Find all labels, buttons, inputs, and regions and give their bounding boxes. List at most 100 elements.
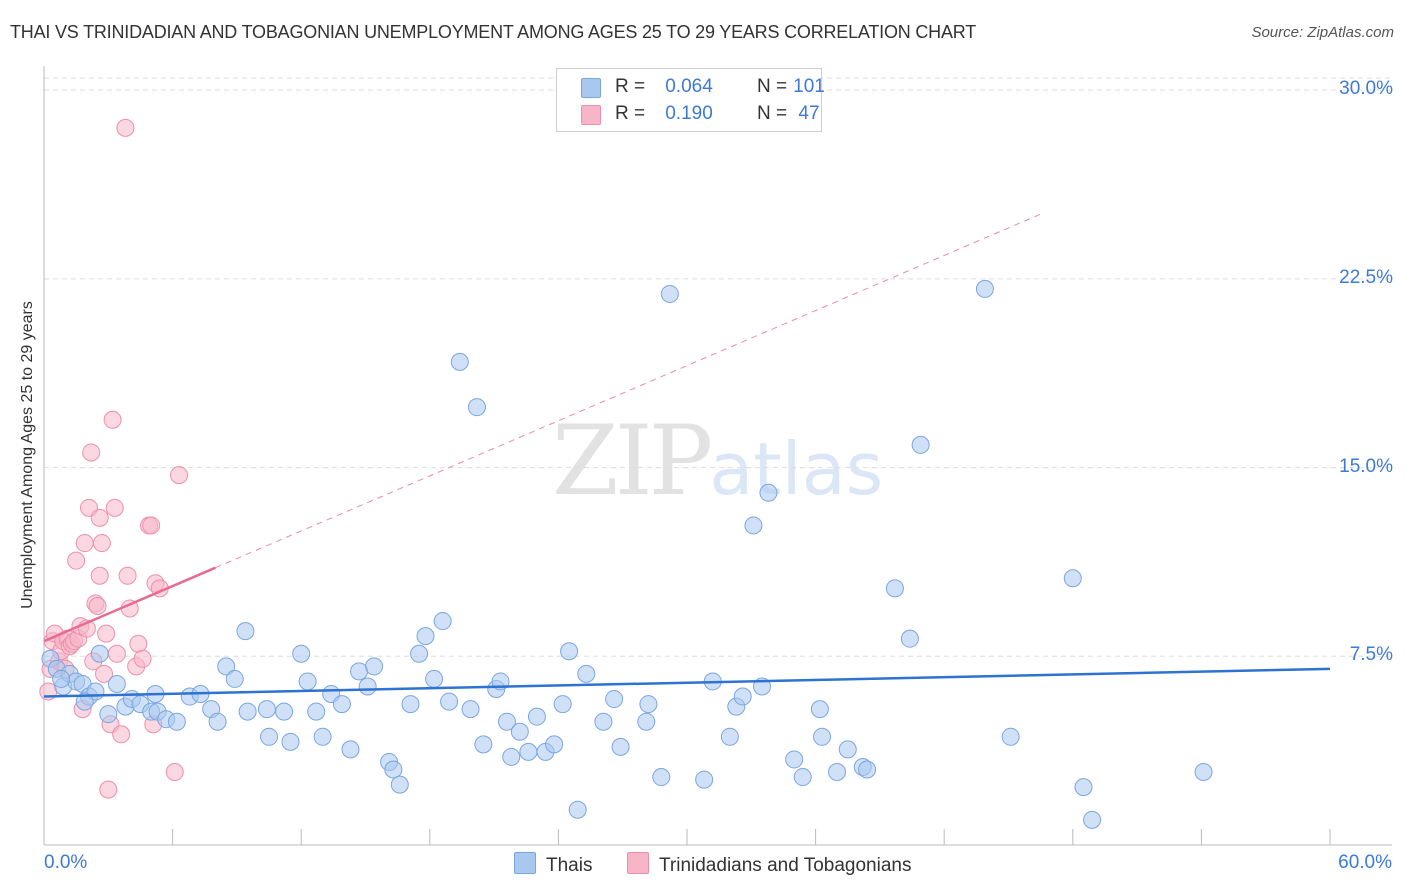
thai-point (281, 732, 300, 751)
thai-point (660, 284, 679, 303)
thai-point (208, 712, 227, 731)
thai-point (313, 727, 332, 746)
thai-point (75, 692, 94, 711)
thai-trend-line (43, 667, 1331, 698)
legend-thais-swatch (514, 852, 536, 874)
thai-point (260, 727, 279, 746)
thai-point (341, 740, 360, 759)
trini-point (165, 763, 184, 782)
thais-n-label: N = (757, 76, 788, 97)
thai-point (560, 642, 579, 661)
thai-point (225, 669, 244, 688)
trini-point (105, 498, 124, 517)
trini-r-label: R = (615, 103, 646, 124)
x-tick-label-max: 60.0% (1338, 852, 1392, 873)
trini-point (97, 624, 116, 643)
thai-point (1063, 569, 1082, 588)
thai-point (594, 712, 613, 731)
thai-point (911, 435, 930, 454)
thai-point (358, 677, 377, 696)
thai-point (238, 702, 257, 721)
thai-point (1001, 727, 1020, 746)
thai-point (502, 747, 521, 766)
trini-point (112, 725, 131, 744)
thai-point (1194, 763, 1213, 782)
thai-point (298, 672, 317, 691)
thai-point (1083, 810, 1102, 829)
trini-n-label: N = (757, 103, 788, 124)
trini-point (133, 649, 152, 668)
thai-point (416, 627, 435, 646)
trini-point (95, 664, 114, 683)
thai-point (810, 700, 829, 719)
trini-point (67, 551, 86, 570)
thai-point (611, 737, 630, 756)
thai-point (900, 629, 919, 648)
thai-point (838, 740, 857, 759)
thai-point (433, 612, 452, 631)
thai-point (467, 398, 486, 417)
thai-point (332, 695, 351, 714)
trini-point (116, 118, 135, 137)
thai-point (545, 735, 564, 754)
trini-n-value: 47 (798, 103, 820, 124)
y-tick-label: 7.5% (1349, 644, 1393, 666)
thai-point (733, 687, 752, 706)
axes (43, 66, 1392, 846)
thai-point (1074, 778, 1093, 797)
thai-point (568, 800, 587, 819)
trini-point (75, 534, 94, 553)
chart-title: THAI VS TRINIDADIAN AND TOBAGONIAN UNEMP… (10, 22, 977, 42)
thai-point (440, 692, 459, 711)
trini-point (90, 566, 109, 585)
trini-point (107, 644, 126, 663)
thai-point (885, 579, 904, 598)
y-tick-label: 30.0% (1339, 78, 1393, 100)
trini-point (90, 508, 109, 527)
trini-trend-line-dashed (215, 213, 1041, 569)
thai-point (90, 644, 109, 663)
thai-point (639, 695, 658, 714)
trini-point (142, 516, 161, 535)
thai-point (350, 662, 369, 681)
thai-point (384, 760, 403, 779)
thais-r-label: R = (615, 76, 646, 97)
y-axis-title: Unemployment Among Ages 25 to 29 years (19, 301, 36, 609)
thai-point (527, 707, 546, 726)
watermark: ZIPatlas (552, 405, 883, 517)
thai-point (577, 664, 596, 683)
legend-trini-swatch (627, 852, 649, 874)
trini-point (82, 443, 101, 462)
trend-lines (43, 213, 1331, 698)
trinidadian-points (39, 118, 189, 799)
thai-point (759, 483, 778, 502)
correlation-stats-box: R = 0.064 N = 101 R = 0.190 N = 47 (556, 68, 825, 132)
thai-point (510, 722, 529, 741)
source-label: Source: ZipAtlas.com (1251, 24, 1394, 41)
thai-point (605, 690, 624, 709)
legend-item-thais[interactable]: Thais (514, 852, 592, 877)
thai-point (652, 768, 671, 787)
trini-point (170, 466, 189, 485)
legend-item-trini[interactable]: Trinidadians and Tobagonians (627, 852, 911, 877)
thais-r-value: 0.064 (665, 76, 713, 97)
trini-point (92, 534, 111, 553)
thais-n-value: 101 (793, 76, 825, 97)
thai-point (292, 644, 311, 663)
thai-point (474, 735, 493, 754)
thai-point (975, 279, 994, 298)
legend: Thais Trinidadians and Tobagonians (0, 852, 1406, 878)
thai-point (410, 644, 429, 663)
thai-point (99, 705, 118, 724)
trini-point (99, 780, 118, 799)
trini-point (88, 596, 107, 615)
x-tick-label-min: 0.0% (44, 852, 88, 873)
thai-point (365, 657, 384, 676)
trini-r-value: 0.190 (665, 103, 713, 124)
trini-swatch (581, 105, 601, 125)
thai-point (785, 750, 804, 769)
thai-point (52, 669, 71, 688)
thai-point (553, 695, 572, 714)
thai-point (461, 700, 480, 719)
thai-point (813, 727, 832, 746)
